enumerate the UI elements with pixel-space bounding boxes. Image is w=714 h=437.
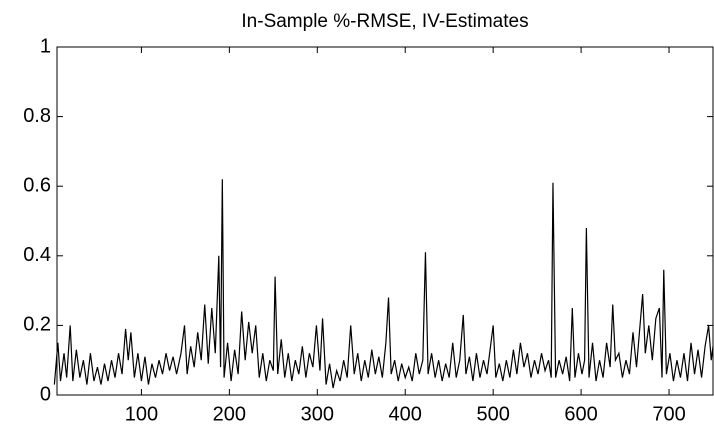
x-tick-label: 200 — [213, 403, 246, 425]
x-tick-label: 400 — [389, 403, 422, 425]
x-tick-label: 300 — [301, 403, 334, 425]
chart-title: In-Sample %-RMSE, IV-Estimates — [241, 11, 528, 32]
y-tick-label: 0.6 — [23, 174, 51, 196]
x-tick-label: 700 — [652, 403, 685, 425]
x-tick-label: 600 — [564, 403, 597, 425]
x-tick-label: 100 — [125, 403, 158, 425]
y-tick-label: 0 — [40, 383, 51, 405]
plot-frame — [56, 46, 714, 396]
data-line — [53, 179, 714, 389]
y-tick-label: 1 — [40, 35, 51, 57]
y-tick-label: 0.8 — [23, 105, 51, 127]
x-tick-label: 500 — [476, 403, 509, 425]
y-tick-label: 0.2 — [23, 314, 51, 336]
y-tick-label: 0.4 — [23, 244, 51, 266]
